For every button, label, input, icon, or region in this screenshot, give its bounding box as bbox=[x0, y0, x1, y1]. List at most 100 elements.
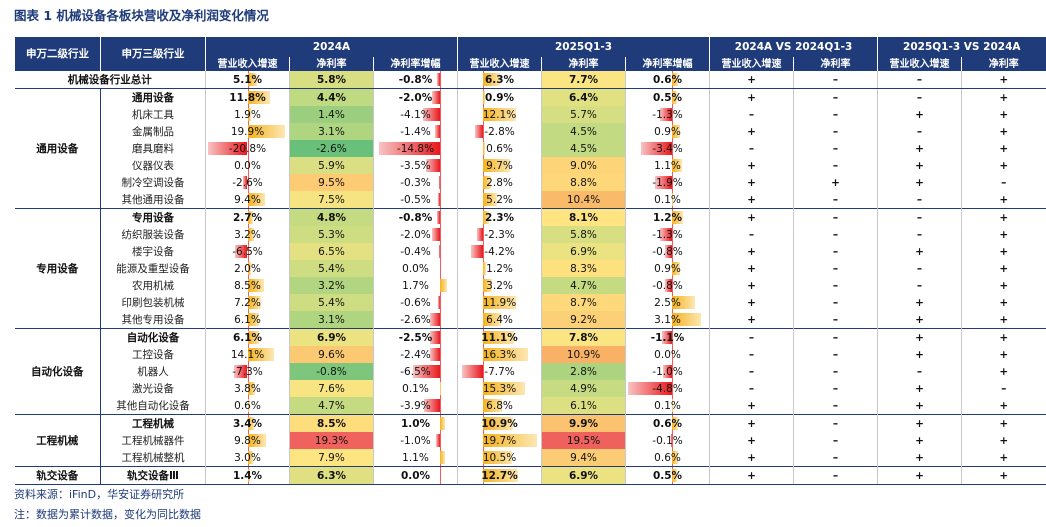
cell-growth-2025: -0.8% bbox=[625, 277, 710, 294]
cell-cmp2-margin: + bbox=[961, 397, 1046, 415]
data-bar bbox=[482, 193, 498, 206]
cell-margin-2024: 5.3% bbox=[289, 226, 374, 243]
cell-margin-2024: 8.5% bbox=[289, 414, 374, 432]
cell-value: 3.8% bbox=[234, 382, 261, 395]
bar-axis bbox=[672, 329, 674, 346]
cell-growth-2024: 1.7% bbox=[372, 277, 458, 294]
data-bar bbox=[437, 296, 441, 309]
data-bar bbox=[664, 245, 673, 258]
cell-margin-2024: 7.9% bbox=[289, 449, 374, 467]
cell-rev-2025: 2.3% bbox=[457, 208, 542, 226]
data-bar bbox=[672, 73, 678, 86]
cell-value: 6.3% bbox=[484, 73, 515, 86]
cell-rev-2025: -4.2% bbox=[457, 243, 542, 260]
cell-value: 3.0% bbox=[234, 451, 261, 464]
cell-rev-2025: 9.7% bbox=[457, 157, 542, 174]
cell-growth-2025: 0.6% bbox=[625, 449, 710, 467]
cell-cmp1-margin: – bbox=[793, 243, 878, 260]
cell-value: 1.1% bbox=[402, 451, 429, 464]
bar-axis bbox=[440, 174, 442, 191]
cell-rev-2025: 15.3% bbox=[457, 380, 542, 397]
header-growth-2024: 净利率增幅 bbox=[372, 57, 458, 71]
level3-category: 机床工具 bbox=[132, 108, 174, 121]
cell-margin-2024: 3.1% bbox=[289, 123, 374, 140]
table-row-total: 机械设备行业总计 5.1% 5.8% -0.8% 6.3% 7.7% 0.6% + – – + bbox=[14, 71, 1046, 89]
cell-value: -0.4% bbox=[400, 245, 431, 258]
cell-value: 0.6% bbox=[654, 451, 681, 464]
cell-value: -7.3% bbox=[232, 365, 263, 378]
data-bar bbox=[482, 73, 501, 86]
cell-cmp2-rev: – bbox=[877, 123, 962, 140]
cell-cmp1-rev: + bbox=[709, 449, 794, 467]
cell-value: 5.1% bbox=[232, 73, 263, 86]
cell-cmp1-rev: + bbox=[709, 260, 794, 277]
data-bar bbox=[482, 313, 501, 326]
cell-cmp2-margin: + bbox=[961, 191, 1046, 209]
header-growth-2025: 净利率增幅 bbox=[625, 57, 710, 71]
cell-value: -20.8% bbox=[228, 142, 267, 155]
data-bar bbox=[434, 125, 441, 138]
bar-axis bbox=[440, 140, 442, 157]
cell-cmp2-margin: + bbox=[961, 106, 1046, 123]
cell-growth-2025: -1.1% bbox=[625, 328, 710, 346]
cell-cmp2-margin: + bbox=[961, 123, 1046, 140]
cell-growth-2024: -0.8% bbox=[372, 71, 458, 89]
cell-margin-2025: 7.8% bbox=[541, 328, 626, 346]
cell-margin-2025: 8.3% bbox=[541, 260, 626, 277]
cell-value: 1.4% bbox=[232, 469, 263, 482]
data-bar bbox=[482, 469, 519, 482]
data-bar bbox=[242, 176, 248, 189]
cell-rev-2024: 8.5% bbox=[205, 277, 290, 294]
bar-axis bbox=[440, 106, 442, 123]
cell-cmp1-margin: – bbox=[793, 226, 878, 243]
cell-growth-2024: -3.5% bbox=[372, 157, 458, 174]
cell-margin-2025: 6.9% bbox=[541, 243, 626, 260]
cell-cmp1-rev: + bbox=[709, 88, 794, 106]
cell-cmp2-rev: + bbox=[877, 466, 962, 485]
cell-growth-2025: -3.4% bbox=[625, 140, 710, 157]
data-bar bbox=[627, 382, 673, 395]
data-bar bbox=[482, 296, 516, 309]
level3-category: 其他自动化设备 bbox=[116, 399, 190, 412]
cell-value: 14.1% bbox=[230, 348, 265, 361]
cell-growth-2025: 0.9% bbox=[625, 260, 710, 277]
data-bar bbox=[437, 73, 441, 86]
cell-value: 1.7% bbox=[402, 279, 429, 292]
data-bar bbox=[432, 91, 441, 104]
cell-value: 0.1% bbox=[654, 193, 681, 206]
bar-axis bbox=[482, 123, 484, 140]
figure-title: 图表 1 机械设备各板块营收及净利润变化情况 bbox=[14, 8, 269, 23]
cell-margin-2024: 7.5% bbox=[289, 191, 374, 209]
cell-cmp1-margin: – bbox=[793, 363, 878, 380]
data-bar bbox=[439, 176, 441, 189]
cell-cmp1-margin: – bbox=[793, 294, 878, 311]
cell-margin-2025: 8.8% bbox=[541, 174, 626, 191]
cell-cmp2-margin: + bbox=[961, 328, 1046, 346]
data-bar bbox=[440, 382, 442, 395]
cell-margin-2025: 10.9% bbox=[541, 346, 626, 363]
cell-value: 16.3% bbox=[482, 348, 517, 361]
cell-margin-2024: 4.7% bbox=[289, 397, 374, 415]
data-bar bbox=[432, 228, 441, 241]
level3-category: 轨交设备Ⅲ bbox=[100, 466, 206, 485]
cell-cmp2-margin: + bbox=[961, 346, 1046, 363]
bar-axis bbox=[440, 311, 442, 328]
cell-value: 0.0% bbox=[654, 348, 681, 361]
cell-rev-2024: 2.7% bbox=[205, 208, 290, 226]
cell-value: -7.7% bbox=[484, 365, 515, 378]
data-bar bbox=[423, 108, 441, 121]
data-bar bbox=[672, 125, 681, 138]
cell-value: -1.0% bbox=[652, 365, 683, 378]
bar-axis bbox=[440, 243, 442, 260]
cell-growth-2024: -4.1% bbox=[372, 106, 458, 123]
table-row: 能源及重型设备 2.0% 5.4% 0.0% 1.2% 8.3% 0.9% + – – + bbox=[15, 260, 1046, 277]
header-cmp1-margin: 净利率 bbox=[793, 57, 878, 71]
cell-margin-2024: 9.5% bbox=[289, 174, 374, 191]
data-bar bbox=[471, 245, 483, 258]
table-row: 制冷空调设备 -2.6% 9.5% -0.3% 2.8% 8.8% -1.9% + + + – bbox=[15, 174, 1046, 191]
level3-category: 其他通用设备 bbox=[121, 193, 185, 206]
cell-growth-2024: 1.0% bbox=[372, 414, 458, 432]
cell-value: -1.1% bbox=[650, 331, 685, 344]
cell-margin-2024: 6.9% bbox=[289, 328, 374, 346]
level3-category: 工程机械整机 bbox=[121, 451, 185, 464]
